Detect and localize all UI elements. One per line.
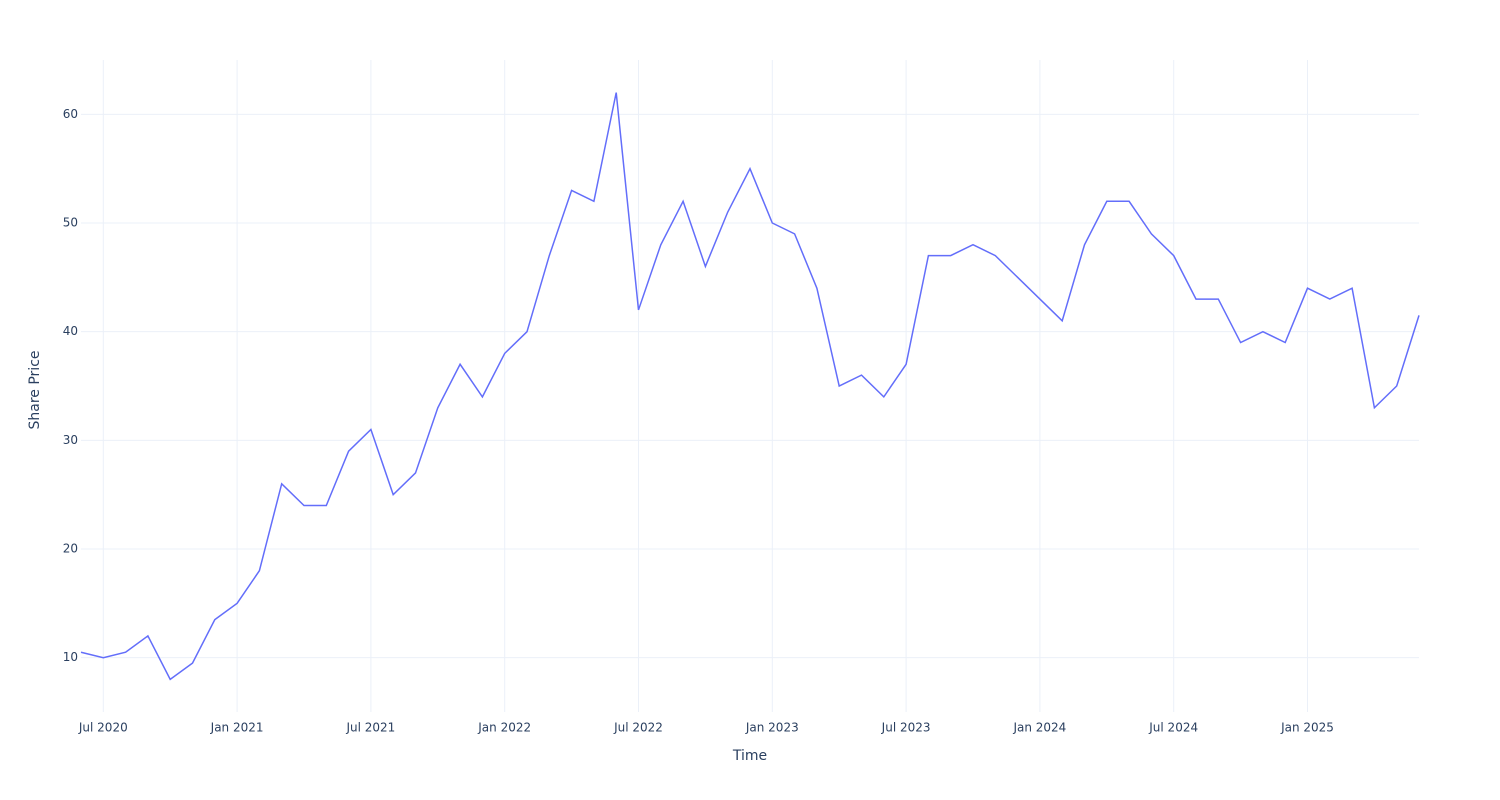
y-tick-label: 40 [63,324,78,338]
x-tick-label: Jul 2023 [881,721,931,735]
x-tick-label: Jul 2022 [613,721,663,735]
x-tick-label: Jul 2021 [345,721,395,735]
y-tick-label: 30 [63,433,78,447]
y-tick-label: 20 [63,542,78,556]
y-axis-title: Share Price [27,350,43,429]
x-tick-label: Jul 2024 [1148,721,1198,735]
y-tick-label: 60 [63,107,78,121]
x-tick-label: Jan 2024 [1012,721,1066,735]
y-tick-label: 50 [63,216,78,230]
x-axis-title: Time [732,748,767,764]
x-tick-label: Jan 2022 [477,721,531,735]
x-tick-label: Jan 2025 [1280,721,1334,735]
x-tick-label: Jul 2020 [78,721,128,735]
x-tick-label: Jan 2023 [745,721,799,735]
x-tick-label: Jan 2021 [210,721,264,735]
line [80,92,1420,681]
y-tick-label: 10 [63,650,78,664]
